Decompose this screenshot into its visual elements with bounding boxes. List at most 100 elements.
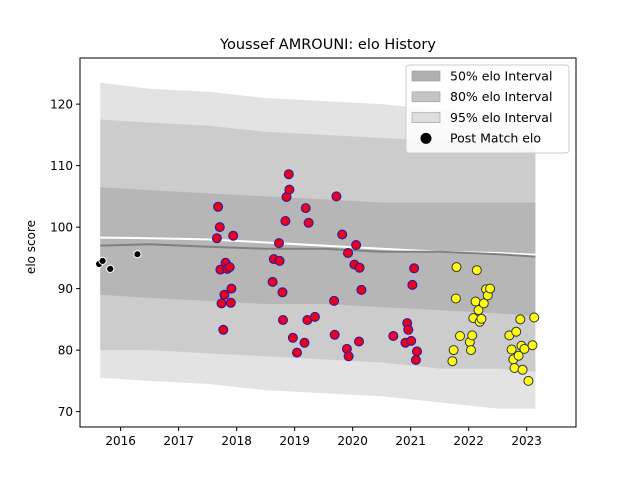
post-match-point xyxy=(506,344,517,355)
post-match-point xyxy=(354,336,364,347)
post-match-point xyxy=(467,330,478,341)
legend-label: 95% elo Interval xyxy=(450,110,552,125)
legend-marker xyxy=(420,132,432,144)
post-match-point xyxy=(478,298,489,309)
post-match-point xyxy=(527,340,538,351)
post-match-point xyxy=(403,324,414,335)
post-match-points xyxy=(95,169,540,386)
post-match-point xyxy=(278,315,288,325)
post-match-point xyxy=(470,296,481,307)
post-match-point xyxy=(519,343,530,354)
post-match-point xyxy=(225,297,236,308)
post-match-point xyxy=(523,375,534,386)
post-match-point xyxy=(476,313,487,324)
post-match-point xyxy=(466,345,476,356)
post-match-point xyxy=(513,350,524,361)
post-match-point xyxy=(267,276,278,287)
post-match-point xyxy=(329,329,340,340)
post-match-point xyxy=(224,262,235,273)
legend-label: 50% elo Interval xyxy=(450,68,552,83)
post-match-point xyxy=(280,216,291,226)
post-match-point xyxy=(448,345,459,356)
post-match-point xyxy=(219,289,230,300)
post-match-point xyxy=(133,250,142,259)
y-axis-ticks: 70 80 90 100 110 120 xyxy=(50,97,80,419)
legend-label: 80% elo Interval xyxy=(450,89,552,104)
post-match-point xyxy=(343,248,353,258)
y-tick-label: 110 xyxy=(50,159,73,173)
post-match-point xyxy=(218,324,229,335)
post-match-point xyxy=(471,265,482,276)
x-tick-label: 2022 xyxy=(453,434,484,448)
x-tick-label: 2017 xyxy=(163,434,194,448)
x-tick-label: 2016 xyxy=(105,434,136,448)
x-tick-label: 2018 xyxy=(221,434,252,448)
legend-swatch xyxy=(411,91,441,103)
chart-title: Youssef AMROUNI: elo History xyxy=(219,37,436,53)
post-match-point xyxy=(300,203,311,214)
post-match-point xyxy=(98,256,107,265)
post-match-point xyxy=(329,295,340,306)
legend-label: Post Match elo xyxy=(450,131,541,146)
post-match-point xyxy=(214,222,225,233)
y-axis-label: elo score xyxy=(24,220,38,274)
post-match-point xyxy=(450,293,461,304)
post-match-point xyxy=(451,262,462,273)
post-match-point xyxy=(409,263,420,274)
post-match-point xyxy=(337,229,348,240)
x-tick-label: 2023 xyxy=(511,434,542,448)
post-match-point xyxy=(228,230,239,241)
post-match-point xyxy=(299,337,310,348)
post-match-point xyxy=(485,283,496,294)
post-match-point xyxy=(211,233,222,244)
y-tick-label: 120 xyxy=(50,97,73,111)
post-match-point xyxy=(309,311,320,322)
median-elo-line xyxy=(100,243,536,258)
post-match-point xyxy=(331,191,342,202)
post-match-point xyxy=(517,364,528,375)
post-match-point xyxy=(284,184,295,195)
post-match-point xyxy=(292,347,302,358)
legend-swatch xyxy=(411,112,441,123)
x-tick-label: 2020 xyxy=(337,434,368,448)
legend: 50% elo Interval 80% elo Interval 95% elo … xyxy=(405,64,570,154)
post-match-point xyxy=(274,238,284,249)
post-match-point xyxy=(106,264,115,273)
post-match-point xyxy=(509,363,520,373)
band-50-interval xyxy=(100,187,536,317)
legend-box xyxy=(405,64,570,154)
post-match-point xyxy=(287,332,298,343)
post-match-point xyxy=(473,305,484,316)
post-match-point xyxy=(213,201,224,212)
post-match-point xyxy=(447,356,458,367)
x-tick-label: 2019 xyxy=(279,434,310,448)
post-match-point xyxy=(529,312,540,323)
y-tick-label: 90 xyxy=(58,282,73,296)
post-match-point xyxy=(274,255,285,266)
post-match-point xyxy=(226,283,237,294)
post-match-point xyxy=(410,355,421,365)
post-match-point xyxy=(356,284,367,295)
x-axis-ticks: 2016 2017 2018 2019 2020 2021 2022 2023 xyxy=(105,427,542,448)
post-match-point xyxy=(277,287,288,298)
post-match-point xyxy=(283,169,294,180)
post-match-point xyxy=(351,240,362,250)
y-tick-label: 100 xyxy=(50,220,73,234)
legend-swatch xyxy=(411,70,441,82)
post-match-point xyxy=(511,326,522,337)
post-match-point xyxy=(406,335,417,346)
post-match-point xyxy=(455,331,465,341)
post-match-point xyxy=(216,298,227,309)
x-tick-label: 2021 xyxy=(395,434,426,448)
y-tick-label: 70 xyxy=(58,405,73,419)
post-match-point xyxy=(303,217,314,228)
post-match-point xyxy=(354,262,365,273)
post-match-point xyxy=(388,331,399,341)
y-tick-label: 80 xyxy=(58,343,73,357)
post-match-point xyxy=(407,279,418,290)
post-match-point xyxy=(412,346,422,357)
plot-frame xyxy=(79,57,577,428)
trend-lines xyxy=(100,236,536,258)
post-match-point xyxy=(515,314,526,325)
